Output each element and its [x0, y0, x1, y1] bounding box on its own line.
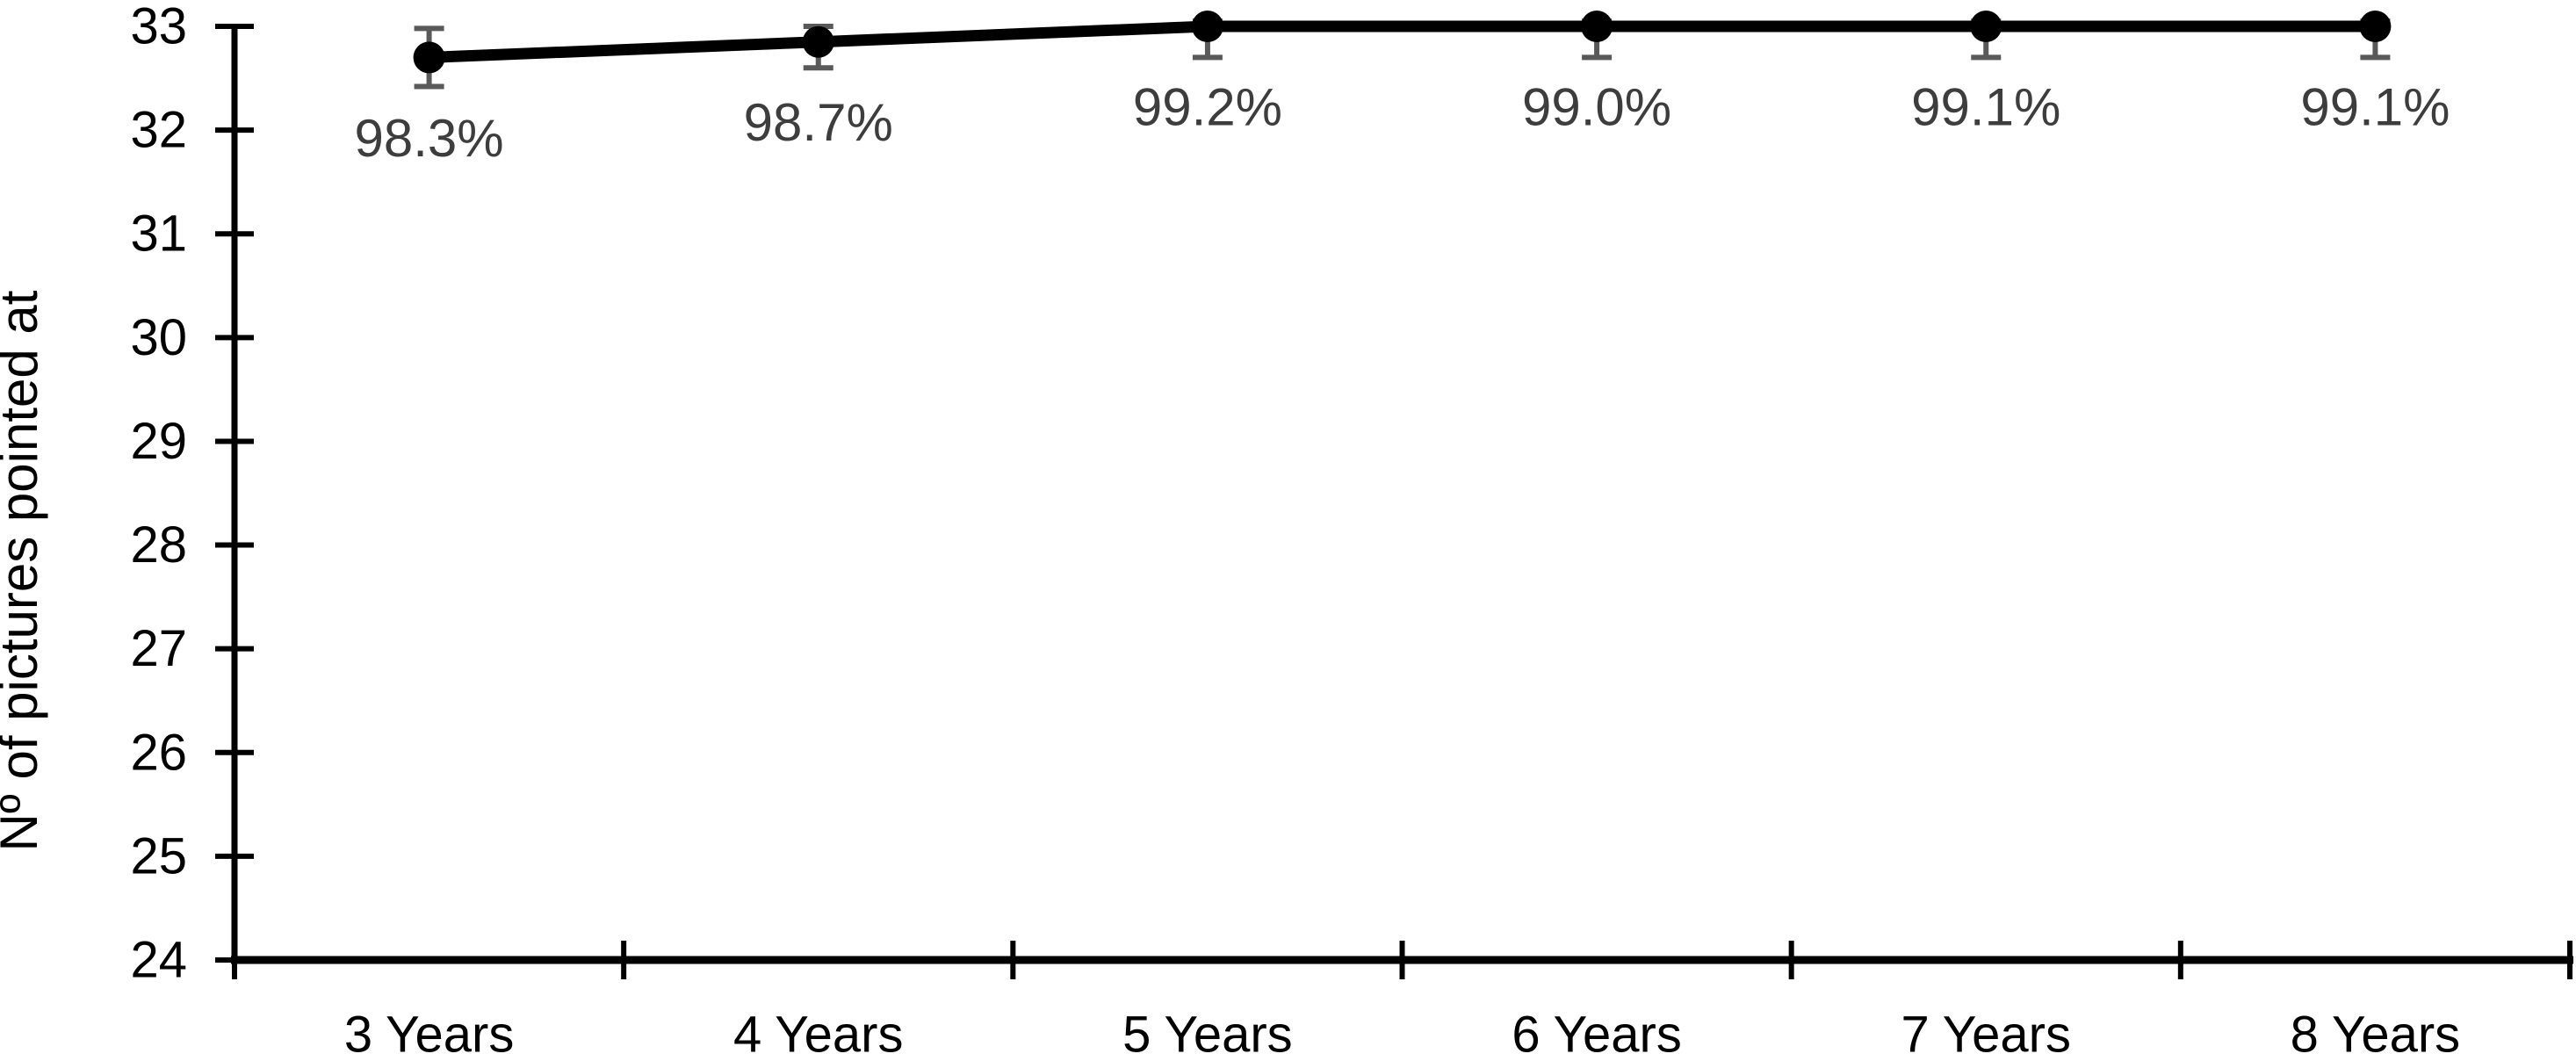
axes-layer: 24 25 26 27 28 29 30 31 32 33 3 Years 4 Years 5 Year…	[130, 0, 2573, 1061]
data-point-label: 99.2%	[1133, 78, 1282, 137]
x-tick-label: 5 Years	[1122, 1007, 1293, 1061]
x-tick-label: 6 Years	[1512, 1007, 1682, 1061]
data-point-label: 98.3%	[355, 109, 504, 168]
y-tick-label: 33	[130, 0, 187, 55]
series-layer	[413, 11, 2392, 74]
data-point-marker	[802, 25, 834, 58]
data-point-marker	[2359, 11, 2392, 42]
y-tick-label: 32	[130, 102, 187, 159]
x-tick-label: 7 Years	[1901, 1007, 2071, 1061]
data-point-marker	[413, 41, 445, 74]
y-tick-label: 27	[130, 620, 187, 677]
y-tick-label: 31	[130, 206, 187, 263]
y-tick-label: 25	[130, 827, 187, 884]
data-point-marker	[1970, 11, 2002, 42]
y-axis-title: Nº of pictures pointed at	[0, 290, 48, 851]
y-tick-label: 28	[130, 516, 187, 574]
x-tick-label: 4 Years	[733, 1007, 904, 1061]
x-tick-label: 8 Years	[2291, 1007, 2461, 1061]
data-point-label: 99.1%	[1911, 78, 2060, 137]
data-point-label: 99.0%	[1522, 78, 1671, 137]
series-line	[423, 20, 2381, 63]
x-tick-label: 3 Years	[344, 1007, 515, 1061]
y-tick-label: 29	[130, 413, 187, 470]
data-point-marker	[1581, 11, 1613, 42]
data-point-marker	[1191, 11, 1223, 42]
y-tick-label: 24	[130, 932, 187, 989]
data-point-label: 99.1%	[2300, 78, 2450, 137]
data-point-label: 98.7%	[744, 93, 893, 152]
y-tick-label: 26	[130, 724, 187, 781]
y-tick-label: 30	[130, 309, 187, 366]
point-labels-layer: 98.3% 98.7% 99.2% 99.0% 99.1% 99.1%	[355, 78, 2450, 168]
